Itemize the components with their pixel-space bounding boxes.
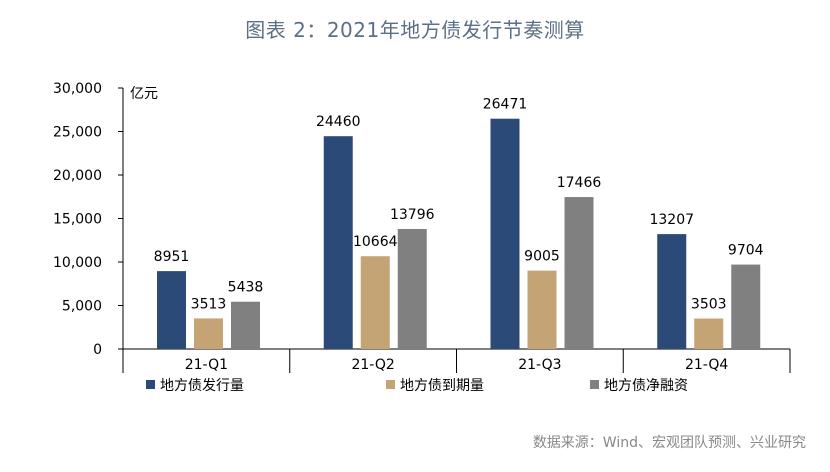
bar-value-label: 26471 [483,97,528,113]
bar [564,197,594,349]
y-tick-label: 10,000 [53,255,102,271]
bar [657,234,687,349]
bar-value-label: 9704 [728,243,764,259]
y-tick-label: 15,000 [53,212,102,228]
bar [694,318,724,349]
legend-label: 地方债净融资 [604,378,688,394]
legend-swatch [146,380,155,389]
bar [231,301,260,349]
bar-value-label: 5438 [228,280,264,296]
chart-title: 图表 2：2021年地方债发行节奏测算 [245,18,585,42]
bar [360,256,390,349]
bar [323,136,353,349]
y-axis-unit-label: 亿元 [130,86,158,102]
legend-swatch [590,380,599,389]
y-tick-label: 5,000 [62,299,102,315]
bar-value-label: 3503 [691,297,727,313]
x-category-label: 21-Q1 [185,357,228,373]
bar-value-label: 3513 [191,296,227,312]
y-tick-label: 25,000 [53,125,102,141]
bar [490,118,520,349]
x-category-label: 21-Q3 [518,357,561,373]
bar-value-label: 10664 [353,234,398,250]
legend-swatch [386,380,395,389]
y-tick-label: 30,000 [53,81,102,97]
data-source-note: 数据来源：Wind、宏观团队预测、兴业研究 [532,435,806,451]
bar-value-label: 17466 [557,175,602,191]
y-tick-label: 20,000 [53,168,102,184]
y-tick-label: 0 [93,342,102,358]
bar [527,270,557,349]
bar [731,264,761,349]
bar [157,271,186,349]
legend-label: 地方债到期量 [400,378,484,394]
bar [194,318,223,349]
bar [397,228,427,349]
legend-label: 地方债发行量 [160,378,244,394]
bar-value-label: 9005 [524,249,560,265]
bar-value-label: 8951 [154,249,190,265]
x-category-label: 21-Q4 [685,357,728,373]
bar-value-label: 13207 [649,212,694,228]
bar-value-label: 24460 [316,114,361,130]
x-category-label: 21-Q2 [351,357,394,373]
bar-value-label: 13796 [390,207,435,223]
